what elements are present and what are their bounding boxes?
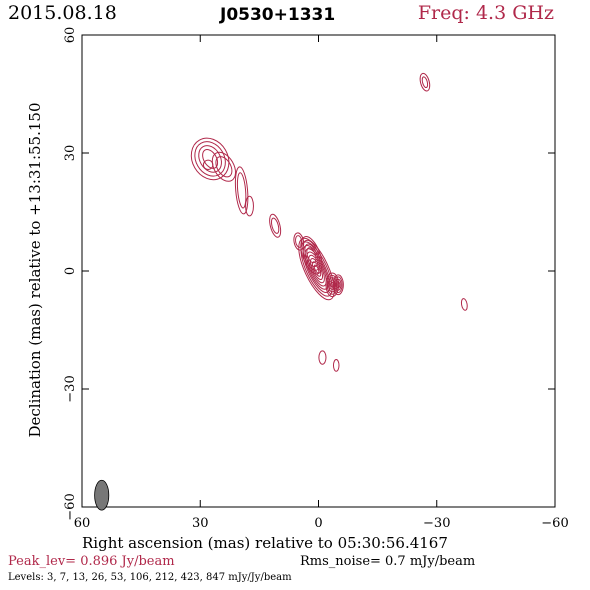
x-tick-label: −30 — [423, 516, 450, 531]
source-name: J0530+1331 — [220, 5, 336, 25]
contour-line — [202, 148, 219, 169]
contour-line — [310, 258, 324, 281]
contour-line — [333, 276, 343, 294]
contour-line — [306, 247, 317, 264]
epoch-date: 2015.08.18 — [8, 2, 117, 24]
contour-line — [295, 235, 303, 248]
x-tick-label: 60 — [74, 516, 91, 531]
contour-line — [215, 156, 233, 178]
contour-line — [302, 239, 321, 271]
contour-line — [325, 272, 340, 298]
contour-line — [419, 72, 431, 92]
y-tick-label: −30 — [63, 375, 78, 402]
contour-line — [332, 274, 344, 296]
contour-line — [236, 172, 247, 209]
contour-line — [313, 264, 320, 274]
x-axis-label: Right ascension (mas) relative to 05:30:… — [82, 534, 448, 552]
contour-levels: Levels: 3, 7, 13, 26, 53, 106, 212, 423,… — [8, 572, 292, 583]
y-tick-label: 60 — [63, 27, 78, 44]
y-tick-label: −60 — [63, 493, 78, 520]
contour-line — [234, 166, 249, 215]
contour-line — [336, 281, 341, 289]
frequency-label: Freq: 4.3 GHz — [417, 2, 554, 24]
contour-line — [318, 350, 327, 365]
y-tick-label: 30 — [63, 145, 78, 162]
beam-ellipse — [94, 479, 110, 511]
x-tick-label: 30 — [192, 516, 209, 531]
contour-line — [269, 213, 282, 238]
contour-line — [270, 217, 280, 234]
contour-line — [332, 359, 340, 372]
x-tick-label: −60 — [541, 516, 568, 531]
y-axis-label: Declination (mas) relative to +13:31:55.… — [26, 102, 44, 438]
contour-line — [304, 243, 319, 268]
contour-line — [194, 141, 226, 177]
rms-noise: Rms_noise= 0.7 mJy/beam — [300, 554, 476, 569]
contour-line — [245, 195, 254, 217]
contour-line — [211, 151, 237, 182]
contour-line — [202, 159, 214, 171]
contour-line — [293, 232, 305, 251]
y-tick-label: 0 — [63, 267, 78, 275]
contour-line — [198, 145, 222, 173]
contour-line — [334, 278, 342, 291]
contour-line — [326, 274, 338, 295]
peak-level: Peak_lev= 0.896 Jy/beam — [8, 554, 175, 569]
contour-line — [300, 236, 323, 275]
contour-line — [421, 76, 429, 89]
x-tick-label: 0 — [314, 516, 322, 531]
contour-line — [190, 137, 230, 181]
contour-line — [460, 298, 468, 311]
